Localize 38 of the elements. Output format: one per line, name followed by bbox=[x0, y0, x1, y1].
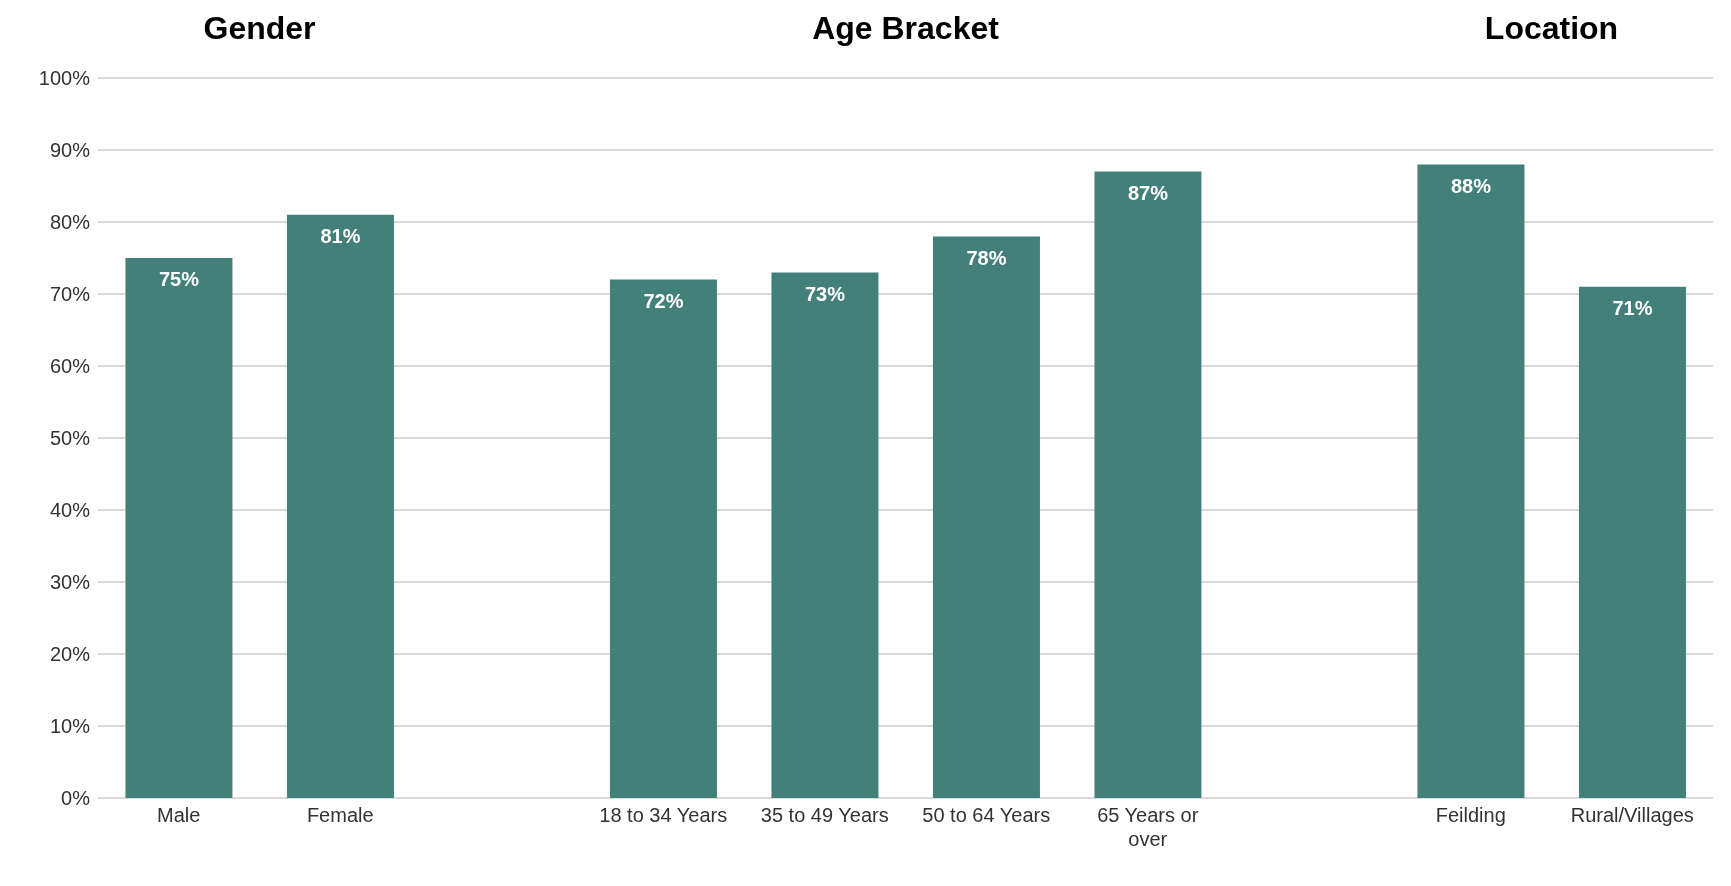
x-tick-label: Female bbox=[306, 804, 374, 826]
data-label: 87% bbox=[1127, 181, 1169, 204]
y-tick-label: 30% bbox=[49, 571, 91, 594]
x-tick-label: Rural/Villages bbox=[1570, 804, 1694, 826]
y-tick-label: 80% bbox=[49, 211, 91, 234]
text: Gender bbox=[202, 10, 317, 47]
data-label: 81% bbox=[320, 225, 361, 247]
bar bbox=[1578, 286, 1686, 798]
y-tick-label: 20% bbox=[49, 643, 91, 666]
data-label: 88% bbox=[1450, 174, 1492, 197]
bar bbox=[125, 258, 233, 798]
y-tick-label: 10% bbox=[49, 715, 91, 738]
bar bbox=[932, 236, 1040, 798]
bar bbox=[771, 272, 879, 798]
data-label: 78% bbox=[966, 246, 1007, 269]
bar bbox=[286, 214, 394, 798]
y-tick-label: 0% bbox=[61, 787, 91, 810]
x-tick-label: 50 to 64 Years bbox=[922, 804, 1051, 826]
x-tick-label: Feilding bbox=[1435, 804, 1506, 826]
data-label: 72% bbox=[643, 289, 684, 312]
y-tick-label: 100% bbox=[38, 67, 91, 90]
data-label: 73% bbox=[804, 282, 846, 305]
y-tick-label: 90% bbox=[49, 139, 91, 162]
x-tick-label: 65 Years or over bbox=[1097, 804, 1199, 850]
y-tick-label: 60% bbox=[49, 355, 91, 378]
y-tick-label: 40% bbox=[49, 499, 91, 522]
data-label: 71% bbox=[1612, 297, 1653, 319]
text: Age Bracket bbox=[811, 10, 1000, 47]
bar bbox=[1094, 171, 1202, 798]
text: Location bbox=[1483, 10, 1620, 47]
y-tick-label: 50% bbox=[49, 427, 91, 450]
x-tick-label: 35 to 49 Years bbox=[760, 804, 889, 826]
bar bbox=[609, 279, 717, 798]
y-tick-label: 70% bbox=[49, 283, 91, 306]
x-tick-label: Male bbox=[157, 804, 201, 826]
x-tick-label: 18 to 34 Years bbox=[599, 804, 728, 826]
bar bbox=[1417, 164, 1525, 798]
data-label: 75% bbox=[158, 268, 200, 291]
